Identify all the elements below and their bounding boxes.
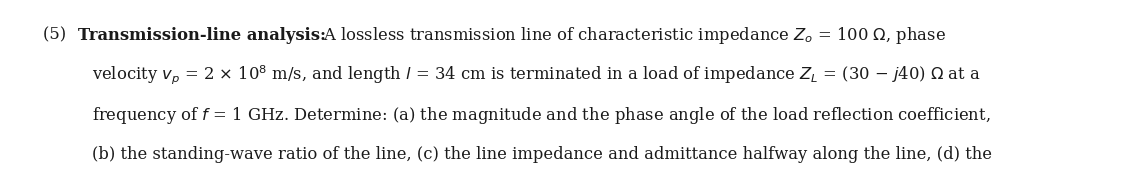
Text: A lossless transmission line of characteristic impedance $Z_o$ = 100 $\Omega$, p: A lossless transmission line of characte… xyxy=(318,25,946,46)
Text: Transmission-line analysis:: Transmission-line analysis: xyxy=(78,27,326,44)
Text: velocity $v_p$ = 2 $\times$ 10$^8$ m/s, and length $l$ = 34 cm is terminated in : velocity $v_p$ = 2 $\times$ 10$^8$ m/s, … xyxy=(92,64,981,87)
Text: frequency of $f$ = 1 GHz. Determine: (a) the magnitude and the phase angle of th: frequency of $f$ = 1 GHz. Determine: (a)… xyxy=(92,105,990,126)
Text: (5): (5) xyxy=(43,27,71,44)
Text: (b) the standing-wave ratio of the line, (c) the line impedance and admittance h: (b) the standing-wave ratio of the line,… xyxy=(92,146,992,163)
